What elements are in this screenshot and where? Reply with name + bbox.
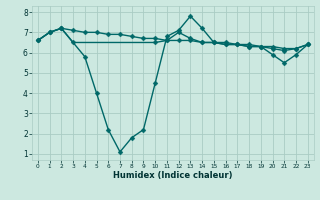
X-axis label: Humidex (Indice chaleur): Humidex (Indice chaleur) xyxy=(113,171,233,180)
